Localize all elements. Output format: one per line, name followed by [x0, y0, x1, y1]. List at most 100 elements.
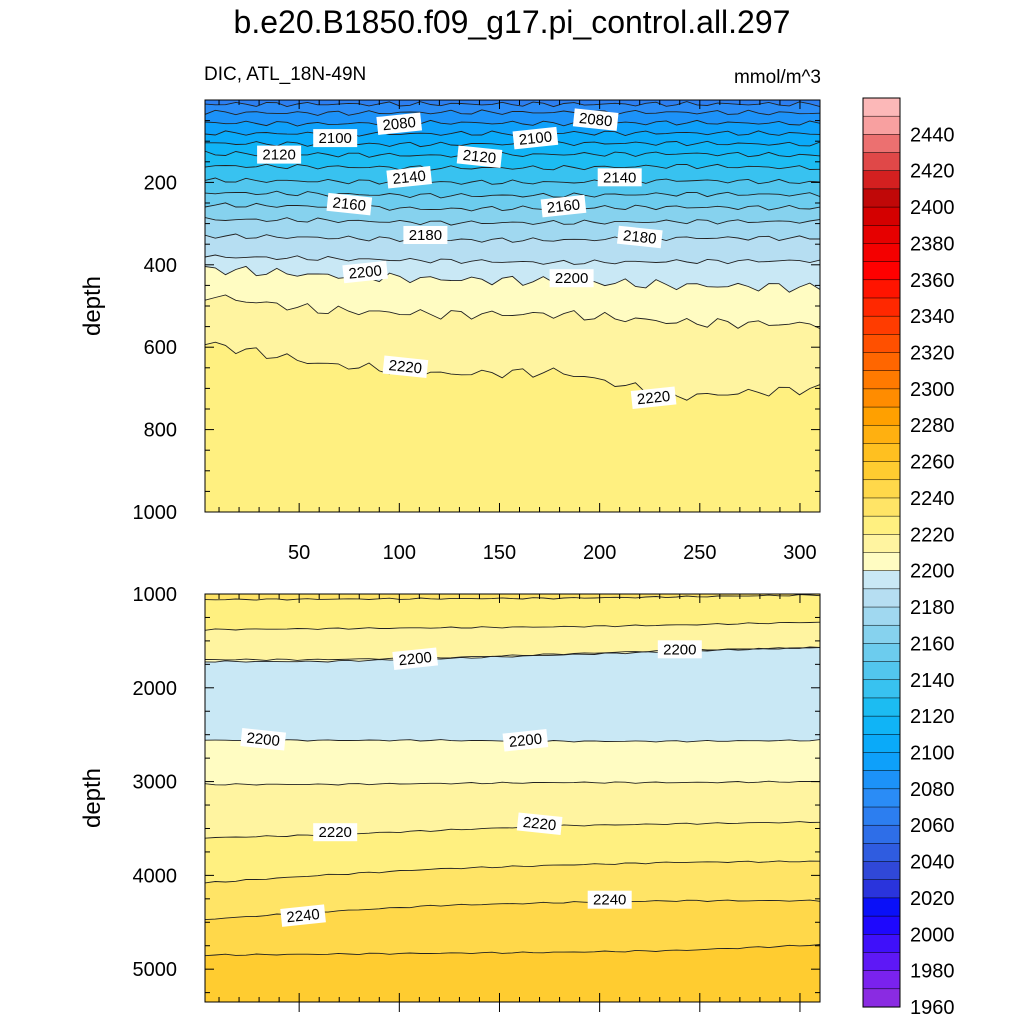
contour-label-text: 2140 [392, 168, 427, 188]
contour-label-text: 2200 [246, 730, 281, 750]
colorbar-box [862, 897, 901, 917]
contour-label: 2240 [587, 890, 632, 909]
contour-label-text: 2100 [319, 130, 352, 147]
contour-label-text: 2180 [409, 227, 442, 244]
contour-label: 2220 [516, 812, 563, 835]
contour-label-bg [376, 112, 423, 135]
contour-label-text: 2220 [388, 357, 423, 377]
contour-label-text: 2100 [518, 128, 553, 148]
colorbar-box [862, 606, 901, 626]
colorbar-box [862, 115, 901, 135]
colorbar-label: 2360 [910, 270, 955, 292]
colorbar-label: 1960 [910, 997, 955, 1019]
contour-label-bg [313, 823, 358, 842]
contour-label-bg [382, 355, 429, 379]
contour-label-bg [280, 904, 326, 927]
colorbar-box [862, 734, 901, 754]
colorbar-box [862, 97, 901, 117]
contour-label-bg [512, 126, 559, 150]
contour-label: 2100 [512, 126, 559, 150]
contour-label-text: 2220 [319, 824, 352, 841]
contour-label: 2200 [342, 260, 389, 284]
contour-label: 2140 [597, 168, 642, 187]
colorbar-box [862, 661, 901, 681]
colorbar-box [862, 152, 901, 172]
contour-label-text: 2200 [348, 262, 383, 282]
colorbar-label: 2160 [910, 633, 955, 655]
colorbar-label: 2120 [910, 706, 955, 728]
contour-line-2150 [205, 190, 820, 199]
contour-label: 2240 [280, 904, 326, 927]
contour-label: 2200 [392, 647, 439, 670]
colorbar-label: 2100 [910, 742, 955, 764]
colorbar-box [862, 952, 901, 972]
contour-label-bg [313, 129, 358, 148]
colorbar-label: 2380 [910, 233, 955, 255]
y-tick-label: 600 [144, 337, 177, 359]
colorbar-box [862, 824, 901, 844]
colorbar-box [862, 806, 901, 826]
y-tick-label: 400 [144, 255, 177, 277]
colorbar-box [862, 588, 901, 608]
colorbar-label: 2320 [910, 343, 955, 365]
contour-line-2200 [205, 647, 820, 663]
colorbar-label: 2220 [910, 524, 955, 546]
contour-label-text: 2120 [262, 147, 295, 164]
contour-label-text: 2220 [636, 388, 671, 408]
contour-line-2070 [205, 101, 820, 108]
contour-line-2180 [205, 233, 820, 243]
contour-label-bg [587, 890, 632, 909]
contour-label-bg [456, 145, 503, 168]
contour-label: 2180 [403, 226, 448, 244]
y-tick-label: 200 [144, 172, 177, 194]
contour-line-2090 [205, 119, 820, 127]
colorbar-box [862, 243, 901, 263]
colorbar-box [862, 261, 901, 281]
colorbar-label: 2060 [910, 815, 955, 837]
colorbar-label: 2440 [910, 124, 955, 146]
contour-label-bg [326, 192, 373, 216]
colorbar-box [862, 715, 901, 735]
contour-line-2220 [205, 341, 820, 401]
contour-label: 2160 [540, 194, 587, 218]
colorbar-box [862, 134, 901, 154]
colorbar-box [862, 552, 901, 572]
y-tick-label: 1000 [133, 584, 178, 606]
colorbar-box [862, 879, 901, 899]
units-label: mmol/m^3 [733, 67, 821, 88]
contour-line-2110 [205, 140, 820, 148]
x-tick-label: 50 [288, 542, 310, 564]
contour-line-2260 [205, 1015, 820, 1017]
contour-label-text: 2200 [663, 641, 696, 658]
colorbar-box [862, 770, 901, 790]
contour-label: 2100 [313, 129, 358, 148]
contour-label-bg [502, 729, 549, 752]
contour-label: 2220 [630, 386, 677, 409]
contour-label-bg [403, 226, 448, 244]
contour-label: 2080 [572, 108, 619, 131]
colorbar-box [862, 497, 901, 517]
colorbar-box [862, 334, 901, 354]
contour-line-2210 [205, 780, 820, 786]
variable-region-label: DIC, ATL_18N-49N [204, 64, 367, 85]
plot-frame-lower [204, 593, 821, 1003]
contour-label-bg [516, 812, 563, 835]
colorbar-box [862, 697, 901, 717]
colorbar-box [862, 915, 901, 935]
colorbar-label: 2140 [910, 670, 955, 692]
contour-label-text: 2240 [286, 906, 321, 926]
contour-label-text: 2120 [462, 147, 497, 167]
y-tick-label: 2000 [133, 678, 178, 700]
contour-line-2220 [205, 821, 820, 839]
colorbar-box [862, 970, 901, 990]
x-tick-label: 200 [583, 542, 616, 564]
colorbar-box [862, 534, 901, 554]
contour-label: 2220 [313, 823, 358, 842]
colorbar-label: 2040 [910, 852, 955, 874]
contour-label: 2120 [456, 145, 503, 168]
contour-label-bg [386, 166, 433, 189]
colorbar-label: 1980 [910, 961, 955, 983]
colorbar-label: 2180 [910, 597, 955, 619]
contour-label-bg [597, 168, 642, 187]
colorbar-label: 2020 [910, 888, 955, 910]
